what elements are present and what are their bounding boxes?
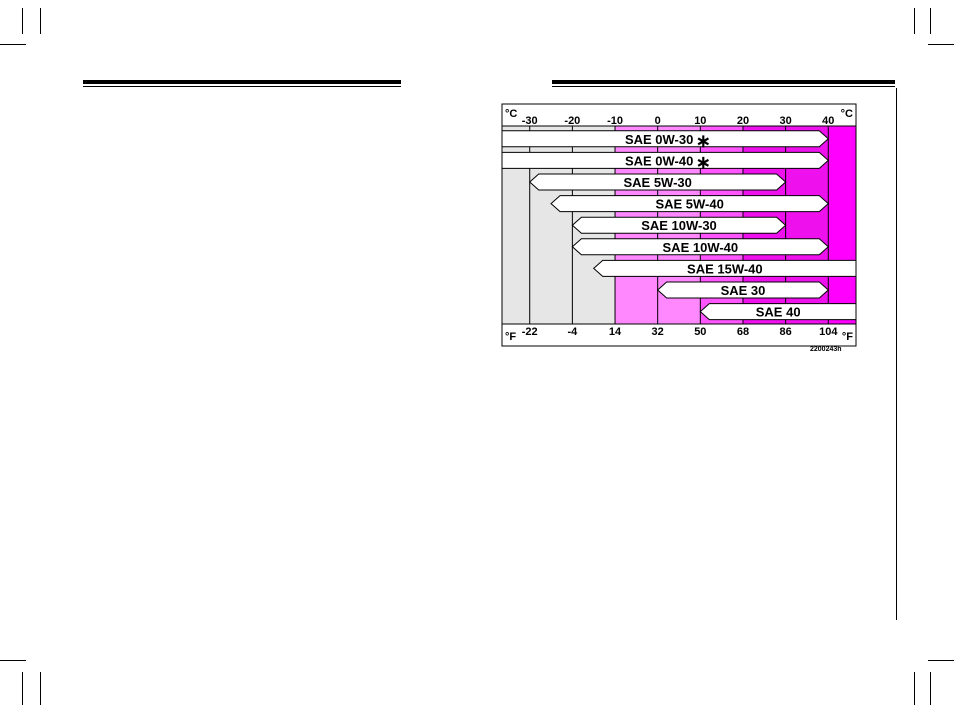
oil-grade-bar: [592, 259, 857, 277]
celsius-tick-label: 0: [655, 115, 661, 127]
fahrenheit-tick-label: 104: [819, 326, 838, 338]
fahrenheit-tick-label: 50: [694, 326, 706, 338]
crop-mark: [928, 660, 954, 661]
crop-mark: [40, 672, 41, 705]
crop-mark: [914, 8, 915, 34]
temperature-zone: [828, 126, 856, 324]
oil-grade-label: SAE 0W-30: [625, 132, 693, 147]
crop-mark: [22, 672, 23, 705]
oil-grade-bar: [528, 173, 787, 191]
header-rule-left: [83, 80, 401, 84]
chart-frame: [501, 103, 857, 347]
oil-grade-label: SAE 40: [756, 305, 801, 320]
crop-mark: [0, 660, 26, 661]
oil-grade-bar: [550, 195, 830, 213]
celsius-tick-label: 40: [822, 115, 834, 127]
oil-grade-bar: [571, 216, 787, 234]
oil-grade-bar: [699, 303, 857, 321]
oil-grade-bar: [501, 130, 830, 148]
header-rule-right-thin: [552, 86, 895, 87]
crop-mark: [0, 44, 26, 45]
page-margin-line: [896, 88, 897, 620]
crop-mark: [930, 8, 931, 34]
header-rule-left-thin: [83, 86, 401, 87]
celsius-tick-label: 20: [737, 115, 749, 127]
celsius-tick-label: 10: [694, 115, 706, 127]
fahrenheit-tick-label: -4: [567, 326, 578, 338]
unit-fahrenheit-right: °F: [842, 331, 853, 343]
fahrenheit-tick-label: 32: [652, 326, 664, 338]
fahrenheit-tick-label: 68: [737, 326, 749, 338]
celsius-tick-label: -20: [564, 115, 580, 127]
fahrenheit-tick-label: -22: [522, 326, 538, 338]
fahrenheit-tick-label: 14: [609, 326, 622, 338]
crop-mark: [914, 672, 915, 705]
oil-grade-label: SAE 5W-40: [655, 197, 723, 212]
unit-celsius-right: °C: [841, 108, 853, 120]
oil-grade-label: SAE 5W-30: [623, 175, 691, 190]
celsius-tick-label: 30: [780, 115, 792, 127]
oil-grade-label: SAE 0W-40: [625, 153, 693, 168]
header-rule-right: [552, 80, 895, 84]
oil-grade-label: SAE 15W-40: [687, 261, 763, 276]
oil-grade-label: SAE 10W-40: [663, 240, 739, 255]
oil-grade-bar: [571, 238, 830, 256]
crop-mark: [40, 8, 41, 34]
crop-mark: [928, 44, 954, 45]
figure-code: 2200243h: [810, 346, 842, 353]
oil-grade-label: SAE 30: [721, 283, 766, 298]
unit-fahrenheit-left: °F: [505, 331, 516, 343]
unit-celsius-left: °C: [505, 108, 517, 120]
crop-mark: [22, 8, 23, 34]
crop-mark: [930, 672, 931, 705]
oil-grade-bar: [501, 151, 830, 169]
celsius-tick-label: -30: [522, 115, 538, 127]
asterisk-icon: ∗: [696, 131, 711, 151]
asterisk-icon: ∗: [696, 152, 711, 172]
fahrenheit-tick-label: 86: [780, 326, 792, 338]
oil-grade-bar: [656, 281, 830, 299]
celsius-tick-label: -10: [607, 115, 623, 127]
oil-grade-label: SAE 10W-30: [641, 218, 717, 233]
